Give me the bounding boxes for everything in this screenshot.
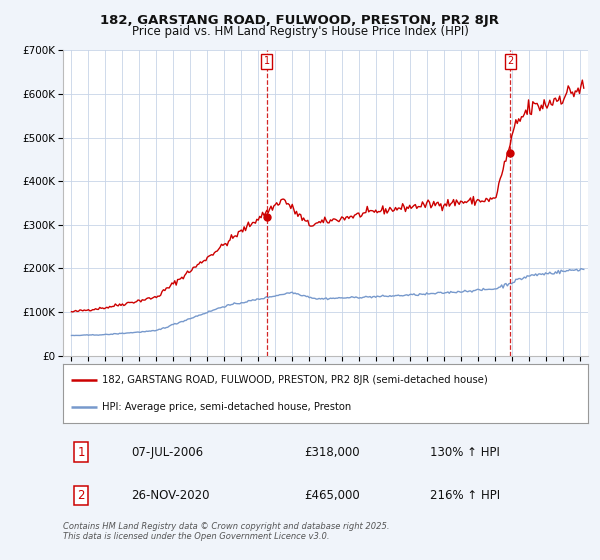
Text: 26-NOV-2020: 26-NOV-2020 xyxy=(131,489,210,502)
Text: 07-JUL-2006: 07-JUL-2006 xyxy=(131,446,203,459)
Text: 182, GARSTANG ROAD, FULWOOD, PRESTON, PR2 8JR (semi-detached house): 182, GARSTANG ROAD, FULWOOD, PRESTON, PR… xyxy=(103,375,488,385)
Text: £318,000: £318,000 xyxy=(305,446,360,459)
Text: 216% ↑ HPI: 216% ↑ HPI xyxy=(431,489,500,502)
Text: £465,000: £465,000 xyxy=(305,489,360,502)
Text: 182, GARSTANG ROAD, FULWOOD, PRESTON, PR2 8JR: 182, GARSTANG ROAD, FULWOOD, PRESTON, PR… xyxy=(101,14,499,27)
Text: 1: 1 xyxy=(263,56,269,66)
Text: 130% ↑ HPI: 130% ↑ HPI xyxy=(431,446,500,459)
Text: Contains HM Land Registry data © Crown copyright and database right 2025.: Contains HM Land Registry data © Crown c… xyxy=(63,522,389,531)
Text: 2: 2 xyxy=(507,56,513,66)
Text: 2: 2 xyxy=(77,489,85,502)
Text: Price paid vs. HM Land Registry's House Price Index (HPI): Price paid vs. HM Land Registry's House … xyxy=(131,25,469,38)
Text: This data is licensed under the Open Government Licence v3.0.: This data is licensed under the Open Gov… xyxy=(63,532,329,541)
Text: 1: 1 xyxy=(77,446,85,459)
Text: HPI: Average price, semi-detached house, Preston: HPI: Average price, semi-detached house,… xyxy=(103,402,352,412)
